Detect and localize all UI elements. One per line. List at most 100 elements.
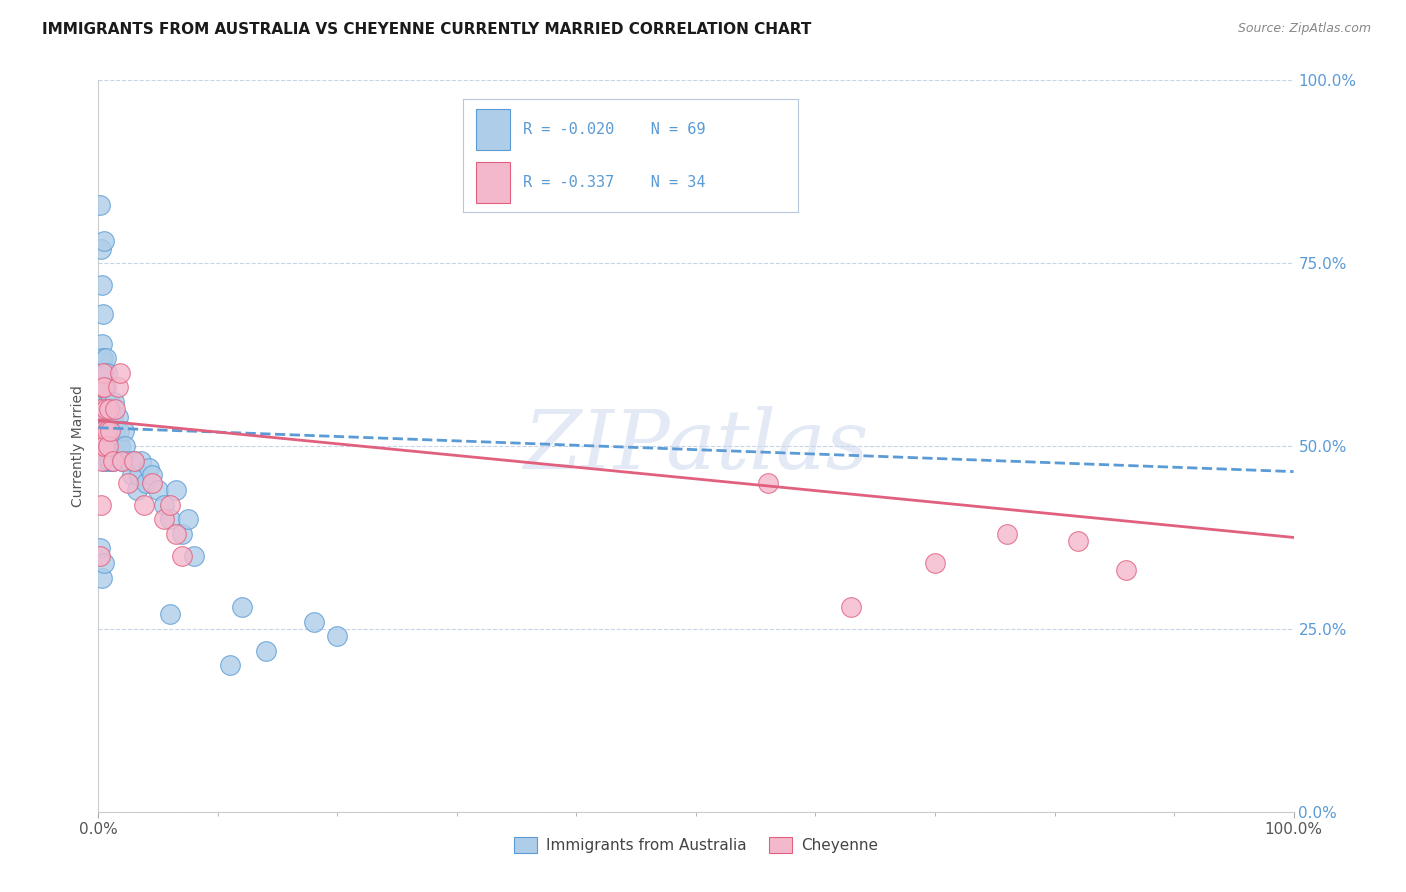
Legend: Immigrants from Australia, Cheyenne: Immigrants from Australia, Cheyenne (508, 830, 884, 859)
Point (326, 629, 349, 643)
Point (91, 380, 114, 394)
Point (128, 468, 150, 483)
Point (90, 498, 112, 512)
Point (98, 425, 122, 439)
Point (103, 395, 125, 409)
Point (159, 498, 181, 512)
Point (96, 409, 118, 424)
Point (104, 402, 127, 417)
Point (91, 366, 114, 380)
Point (91, 351, 114, 366)
Point (91, 439, 114, 453)
Point (138, 461, 160, 475)
Point (141, 475, 163, 490)
Point (153, 512, 176, 526)
Point (94, 402, 117, 417)
Y-axis label: Currently Married: Currently Married (70, 385, 84, 507)
Point (159, 607, 181, 622)
Point (101, 409, 124, 424)
Point (177, 512, 200, 526)
Point (98, 395, 122, 409)
Point (924, 556, 946, 570)
Point (89, 409, 111, 424)
Point (108, 439, 131, 453)
Point (108, 366, 131, 380)
Point (91, 395, 114, 409)
Point (91, 336, 114, 351)
Point (91, 453, 114, 467)
Point (93, 234, 115, 248)
Point (91, 380, 114, 394)
Point (117, 453, 139, 467)
Point (93, 380, 115, 394)
Point (90, 380, 112, 394)
Point (231, 599, 253, 614)
Point (93, 453, 115, 467)
Point (107, 425, 129, 439)
Point (165, 483, 187, 497)
Point (90, 351, 112, 366)
Point (121, 468, 143, 483)
Point (91, 409, 114, 424)
Point (89, 541, 111, 556)
Point (98, 409, 121, 424)
Text: Source: ZipAtlas.com: Source: ZipAtlas.com (1237, 22, 1371, 36)
Point (93, 439, 115, 453)
Point (105, 439, 128, 453)
Point (93, 439, 115, 453)
Point (97, 453, 120, 467)
Point (135, 475, 157, 490)
Point (124, 453, 146, 467)
Point (98, 402, 121, 417)
Point (91, 425, 114, 439)
Point (89, 439, 111, 453)
Point (93, 409, 115, 424)
Text: ZIPatlas: ZIPatlas (523, 406, 869, 486)
Point (93, 380, 115, 394)
Point (111, 453, 134, 467)
Point (104, 425, 127, 439)
Point (91, 417, 114, 431)
Point (101, 453, 124, 467)
Point (89, 549, 111, 563)
Point (219, 658, 242, 673)
Point (101, 453, 124, 467)
Point (117, 475, 139, 490)
Point (114, 439, 136, 453)
Point (98, 425, 122, 439)
Point (98, 439, 121, 453)
Point (302, 615, 325, 629)
Point (172, 549, 194, 563)
Point (172, 526, 194, 541)
Point (97, 395, 120, 409)
Point (90, 402, 112, 417)
Point (132, 498, 155, 512)
Point (89, 395, 111, 409)
Point (93, 556, 115, 570)
Point (100, 439, 122, 453)
Point (141, 468, 163, 483)
Point (165, 526, 187, 541)
Point (995, 526, 1018, 541)
Point (131, 453, 153, 467)
Point (90, 366, 112, 380)
Point (1115, 563, 1137, 577)
Point (91, 439, 114, 453)
Point (125, 483, 148, 497)
Point (97, 439, 120, 453)
Point (111, 453, 134, 467)
Point (91, 278, 114, 293)
Point (107, 409, 129, 424)
Point (89, 197, 111, 211)
Point (112, 425, 135, 439)
Point (96, 425, 118, 439)
Point (148, 483, 170, 497)
Point (841, 599, 863, 614)
Point (90, 242, 112, 256)
Point (94, 439, 117, 453)
Point (159, 512, 181, 526)
Point (89, 425, 111, 439)
Point (183, 549, 205, 563)
Point (94, 409, 117, 424)
Point (124, 453, 146, 467)
